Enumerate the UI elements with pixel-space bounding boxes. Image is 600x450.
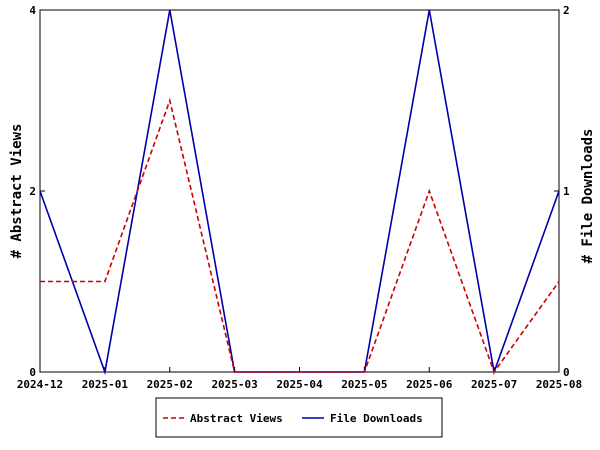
x-tick-label: 2025-03 [211, 378, 257, 391]
x-tick-label: 2025-01 [82, 378, 129, 391]
legend-box [155, 397, 443, 438]
y-right-tick-label: 1 [563, 185, 570, 198]
x-axis: 2024-12 2025-01 2025-02 2025-03 2025-04 2025-… [17, 367, 582, 391]
series-layer [39, 9, 560, 376]
y-axis-right-title: # File Downloads [580, 129, 596, 264]
y-left-tick-label: 0 [29, 366, 36, 379]
legend-label-file-downloads: File Downloads [330, 412, 423, 425]
x-tick-label: 2025-02 [147, 378, 193, 391]
legend: Abstract Views File Downloads [155, 397, 443, 438]
x-tick-label: 2025-08 [536, 378, 582, 391]
y-left-tick-label: 4 [29, 4, 36, 17]
x-tick-label: 2024-12 [17, 378, 63, 391]
x-tick-label: 2025-04 [276, 378, 323, 391]
y-left-tick-label: 2 [29, 185, 36, 198]
x-tick-label: 2025-07 [471, 378, 517, 391]
y-axis-left: 0 2 4 [29, 4, 45, 379]
x-tick-label: 2025-05 [341, 378, 387, 391]
y-right-tick-label: 2 [563, 4, 570, 17]
y-axis-left-title: # Abstract Views [9, 124, 25, 259]
plot-area [39, 9, 560, 373]
legend-label-abstract-views: Abstract Views [190, 412, 283, 425]
x-tick-label: 2025-06 [406, 378, 453, 391]
y-right-tick-label: 0 [563, 366, 570, 379]
